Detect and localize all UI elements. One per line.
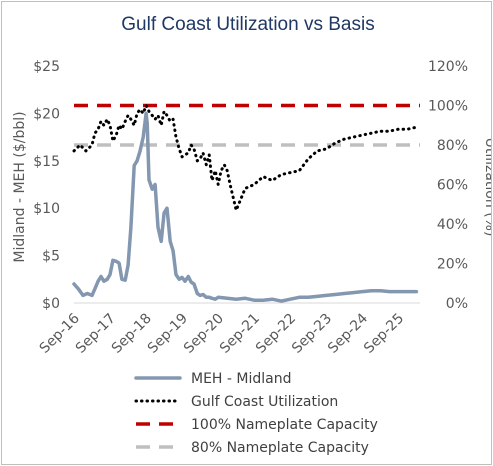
- right-tick-label: 20%: [437, 257, 468, 273]
- left-tick-label: $15: [33, 154, 60, 170]
- left-tick-label: $5: [42, 249, 60, 265]
- legend-label-100-nameplate-capacity: 100% Nameplate Capacity: [191, 417, 378, 433]
- left-tick-label: $0: [42, 296, 60, 312]
- plot-area: [72, 103, 420, 303]
- right-axis-ticks: 0% 20% 40% 60% 80% 100% 120%: [428, 59, 468, 312]
- left-tick-label: $20: [33, 106, 60, 122]
- right-tick-label: 0%: [446, 296, 468, 312]
- x-axis-ticks: Sep-16Sep-17Sep-18Sep-19Sep-20Sep-21Sep-…: [37, 310, 408, 356]
- legend-label-meh-midland: MEH - Midland: [191, 371, 292, 387]
- left-axis-title: Midland - MEH ($/bbl): [12, 111, 28, 262]
- left-tick-label: $25: [33, 59, 60, 75]
- series-line-meh-midland: [72, 111, 419, 303]
- right-axis-title: Utilization (%): [482, 138, 491, 237]
- right-tick-label: 120%: [428, 59, 468, 75]
- x-tick-label: Sep-25: [361, 311, 407, 357]
- legend: MEH - Midland Gulf Coast Utilization 100% …: [134, 371, 378, 456]
- right-tick-label: 40%: [437, 217, 468, 233]
- chart-title: Gulf Coast Utilization vs Basis: [121, 14, 374, 35]
- right-tick-label: 60%: [437, 178, 468, 194]
- left-axis-ticks: $0 $5 $10 $15 $20 $25: [33, 59, 60, 312]
- legend-label-80-nameplate-capacity: 80% Nameplate Capacity: [191, 440, 369, 456]
- series-line-gulf-coast-utilization: [72, 104, 418, 212]
- right-tick-label: 80%: [437, 138, 468, 154]
- right-tick-label: 100%: [428, 99, 468, 115]
- legend-label-gulf-coast-utilization: Gulf Coast Utilization: [191, 394, 338, 410]
- left-tick-label: $10: [33, 201, 60, 217]
